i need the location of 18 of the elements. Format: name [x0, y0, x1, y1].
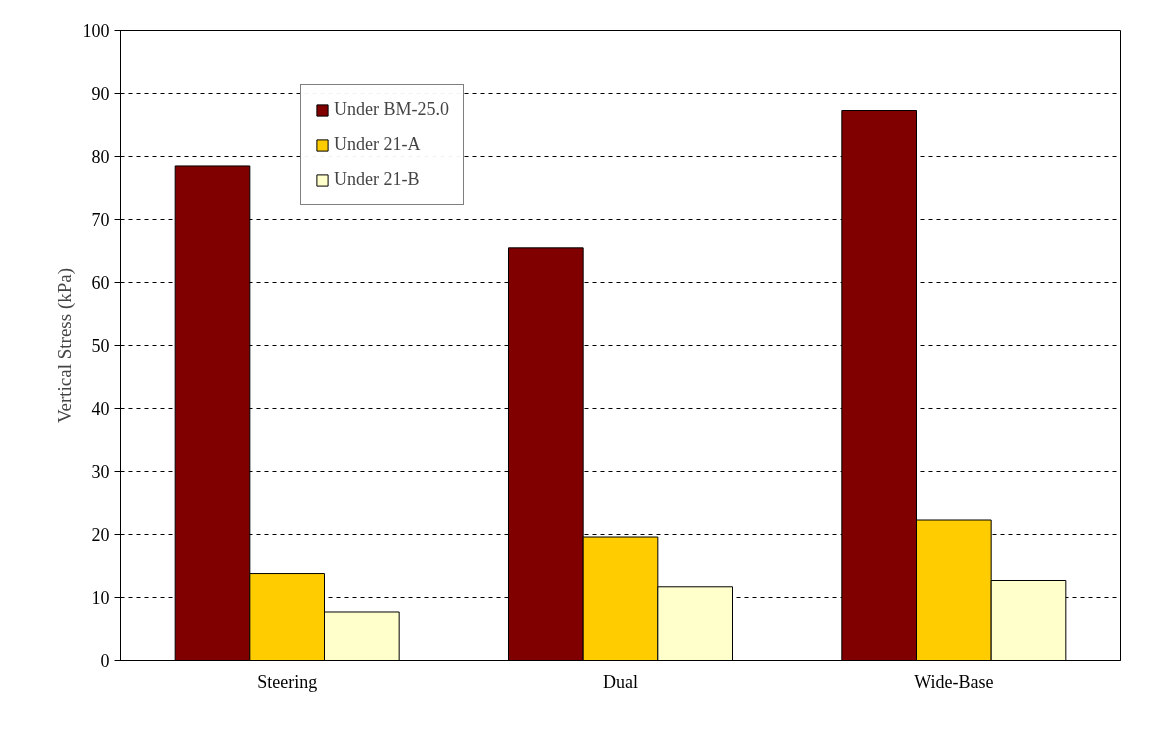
x-tick-label: Wide-Base	[914, 671, 994, 692]
y-tick-label: 70	[91, 210, 110, 230]
x-tick-label: Steering	[257, 671, 318, 692]
y-tick-label: 100	[82, 21, 110, 41]
legend-label: Under 21-B	[334, 169, 420, 190]
legend-label: Under 21-A	[334, 134, 421, 155]
y-tick-label: 10	[91, 588, 110, 608]
y-tick-label: 20	[91, 525, 110, 545]
y-tick-label: 90	[91, 84, 110, 104]
y-tick-label: 50	[91, 336, 110, 356]
y-tick-label: 30	[91, 462, 110, 482]
y-tick-label: 80	[91, 147, 110, 167]
x-tick-label: Dual	[603, 671, 639, 692]
y-tick-label: 0	[100, 651, 110, 671]
y-tick-label: 40	[91, 399, 110, 419]
y-tick-label: 60	[91, 273, 110, 293]
y-axis-title: Vertical Stress (kPa)	[53, 267, 76, 424]
legend-label: Under BM-25.0	[334, 99, 449, 120]
